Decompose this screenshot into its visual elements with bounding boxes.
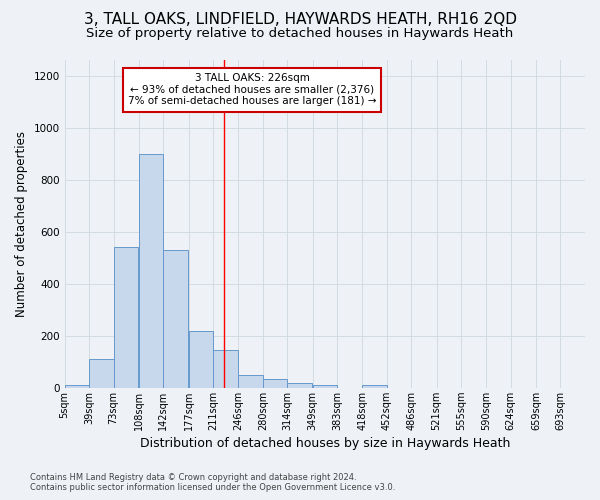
Bar (238, 375, 263, 388)
Bar (263, 378, 287, 388)
Bar (362, 385, 387, 388)
Bar (163, 250, 188, 388)
Bar (65, 385, 89, 388)
Text: 3, TALL OAKS, LINDFIELD, HAYWARDS HEATH, RH16 2QD: 3, TALL OAKS, LINDFIELD, HAYWARDS HEATH,… (83, 12, 517, 28)
Bar (188, 330, 213, 388)
Bar (287, 382, 312, 388)
Text: Size of property relative to detached houses in Haywards Heath: Size of property relative to detached ho… (86, 28, 514, 40)
Bar (113, 248, 138, 388)
Bar (89, 359, 113, 388)
Text: 3 TALL OAKS: 226sqm
← 93% of detached houses are smaller (2,376)
7% of semi-deta: 3 TALL OAKS: 226sqm ← 93% of detached ho… (128, 73, 376, 106)
Text: Contains HM Land Registry data © Crown copyright and database right 2024.
Contai: Contains HM Land Registry data © Crown c… (30, 473, 395, 492)
Bar (213, 350, 238, 388)
Bar (313, 385, 337, 388)
X-axis label: Distribution of detached houses by size in Haywards Heath: Distribution of detached houses by size … (140, 437, 510, 450)
Y-axis label: Number of detached properties: Number of detached properties (15, 131, 28, 317)
Bar (139, 154, 163, 388)
